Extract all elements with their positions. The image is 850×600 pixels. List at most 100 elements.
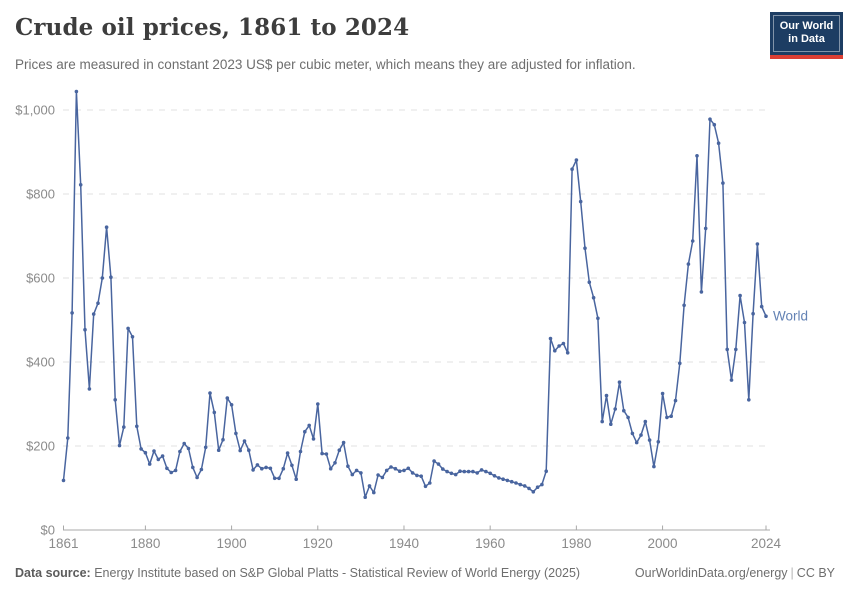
data-point[interactable] — [721, 181, 725, 185]
data-point[interactable] — [734, 347, 738, 352]
data-point[interactable] — [604, 393, 609, 398]
data-point[interactable] — [565, 351, 570, 355]
data-point[interactable] — [367, 484, 372, 488]
data-point[interactable] — [690, 239, 695, 243]
data-point[interactable] — [492, 474, 497, 478]
data-point[interactable] — [113, 398, 117, 402]
data-point[interactable] — [225, 396, 230, 400]
data-point[interactable] — [320, 451, 324, 456]
data-point[interactable] — [66, 436, 70, 440]
data-point[interactable] — [755, 242, 760, 246]
data-point[interactable] — [497, 476, 501, 480]
data-point[interactable] — [639, 433, 643, 437]
data-point[interactable] — [630, 431, 635, 436]
series-label-world[interactable]: World — [773, 309, 808, 324]
data-point[interactable] — [264, 465, 268, 470]
data-point[interactable] — [419, 474, 424, 479]
data-point[interactable] — [350, 472, 355, 477]
data-point[interactable] — [294, 477, 299, 482]
data-point[interactable] — [152, 449, 156, 453]
data-point[interactable] — [234, 431, 238, 436]
data-point[interactable] — [553, 348, 557, 353]
data-point[interactable] — [643, 419, 648, 424]
data-point[interactable] — [354, 468, 359, 473]
data-point[interactable] — [109, 275, 113, 279]
data-point[interactable] — [380, 475, 385, 480]
data-point[interactable] — [311, 437, 316, 441]
data-point[interactable] — [216, 448, 221, 453]
data-point[interactable] — [78, 183, 83, 187]
data-point[interactable] — [303, 429, 307, 434]
owid-url-link[interactable]: OurWorldinData.org/energy — [634, 566, 788, 580]
data-point[interactable] — [406, 466, 411, 471]
data-point[interactable] — [139, 447, 143, 451]
data-point[interactable] — [130, 335, 135, 339]
data-point[interactable] — [285, 451, 290, 455]
data-point[interactable] — [600, 419, 604, 424]
data-point[interactable] — [186, 446, 191, 451]
data-point[interactable] — [376, 473, 380, 477]
data-point[interactable] — [61, 478, 66, 483]
data-point[interactable] — [316, 402, 320, 406]
data-point[interactable] — [574, 158, 579, 162]
data-point[interactable] — [363, 495, 368, 500]
data-point[interactable] — [596, 316, 600, 321]
data-point[interactable] — [514, 481, 518, 485]
data-point[interactable] — [87, 387, 92, 391]
data-point[interactable] — [475, 471, 480, 475]
data-point[interactable] — [307, 423, 312, 428]
data-point[interactable] — [242, 439, 247, 443]
data-point[interactable] — [622, 408, 626, 413]
data-point[interactable] — [587, 280, 592, 284]
data-point[interactable] — [229, 403, 234, 407]
data-point[interactable] — [764, 314, 768, 318]
world-series-line[interactable] — [62, 90, 767, 498]
data-point[interactable] — [471, 469, 475, 474]
data-point[interactable] — [441, 467, 445, 471]
data-point[interactable] — [678, 361, 682, 366]
data-point[interactable] — [247, 448, 251, 453]
data-point[interactable] — [389, 465, 393, 469]
data-point[interactable] — [725, 347, 729, 352]
data-point[interactable] — [402, 468, 406, 473]
data-point[interactable] — [652, 464, 656, 469]
data-point[interactable] — [527, 486, 531, 491]
data-point[interactable] — [462, 469, 467, 474]
data-point[interactable] — [583, 246, 587, 250]
data-point[interactable] — [656, 440, 661, 444]
data-point[interactable] — [634, 440, 639, 445]
data-point[interactable] — [742, 320, 747, 325]
data-point[interactable] — [199, 467, 204, 472]
data-point[interactable] — [488, 471, 493, 476]
data-point[interactable] — [647, 438, 652, 442]
data-point[interactable] — [74, 89, 79, 94]
data-point[interactable] — [117, 443, 122, 448]
data-point[interactable] — [617, 380, 622, 385]
data-point[interactable] — [372, 490, 376, 495]
data-point[interactable] — [160, 454, 165, 458]
data-point[interactable] — [458, 469, 462, 474]
data-point[interactable] — [432, 459, 436, 463]
license-link[interactable]: CC BY — [796, 566, 835, 580]
data-point[interactable] — [561, 341, 566, 346]
data-point[interactable] — [522, 484, 527, 488]
data-point[interactable] — [165, 466, 169, 471]
data-point[interactable] — [669, 414, 673, 419]
data-point[interactable] — [393, 466, 398, 471]
data-point[interactable] — [272, 476, 277, 481]
data-point[interactable] — [613, 407, 617, 411]
data-point[interactable] — [100, 276, 105, 280]
data-point[interactable] — [384, 468, 389, 473]
data-point[interactable] — [548, 336, 553, 341]
data-point[interactable] — [747, 398, 751, 402]
data-point[interactable] — [609, 422, 613, 427]
data-point[interactable] — [397, 469, 402, 474]
data-point[interactable] — [699, 290, 704, 294]
data-point[interactable] — [212, 410, 217, 415]
data-point[interactable] — [238, 448, 242, 453]
data-point[interactable] — [428, 481, 432, 485]
data-point[interactable] — [453, 472, 458, 477]
data-point[interactable] — [466, 469, 471, 474]
data-point[interactable] — [260, 466, 264, 471]
data-point[interactable] — [169, 470, 173, 475]
